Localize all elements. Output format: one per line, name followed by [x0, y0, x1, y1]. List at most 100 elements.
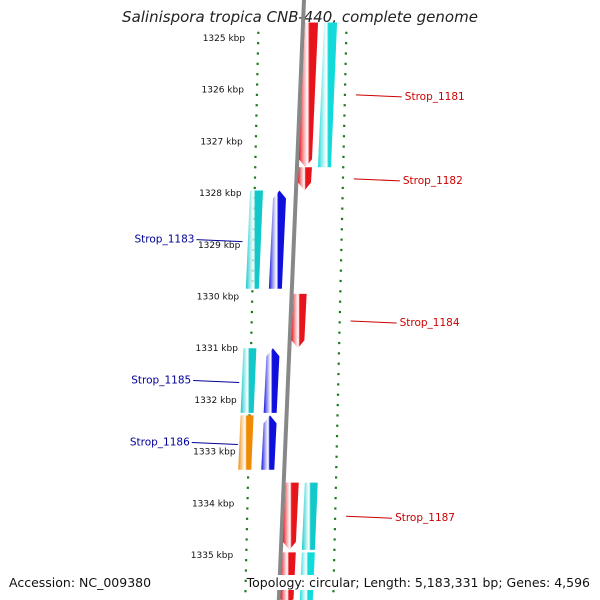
gene-leader-line: [346, 515, 393, 519]
minor-tick: [333, 528, 336, 531]
gene-track: [261, 22, 319, 600]
minor-tick: [336, 424, 339, 427]
minor-tick: [244, 569, 248, 572]
minor-tick: [255, 104, 258, 107]
minor-tick: [339, 290, 342, 293]
minor-tick: [335, 455, 338, 458]
minor-tick: [256, 52, 259, 55]
minor-tick: [246, 497, 249, 500]
minor-tick: [333, 559, 336, 562]
cds-feature: [238, 415, 254, 470]
tick-label: 1331 kbp: [196, 344, 239, 354]
minor-tick: [344, 62, 347, 65]
cds-feature: [301, 482, 318, 550]
minor-tick: [338, 321, 341, 324]
minor-tick: [341, 176, 345, 179]
gene-label-layer: Strop_1181 Strop_1182 Strop_1183 Strop_1184…: [130, 91, 465, 524]
gene-label[interactable]: Strop_1185: [131, 375, 191, 387]
minor-tick: [336, 403, 339, 407]
minor-tick: [333, 548, 336, 551]
minor-tick: [337, 372, 340, 376]
gene-feature[interactable]: [268, 190, 286, 289]
genome-backbone: [276, 0, 307, 600]
tick-label: 1329 kbp: [198, 241, 241, 251]
gene-label[interactable]: Strop_1183: [135, 234, 195, 246]
minor-tick: [333, 538, 336, 541]
minor-tick: [339, 259, 343, 262]
gene-label[interactable]: Strop_1184: [400, 317, 460, 329]
minor-tick: [245, 538, 248, 541]
minor-tick: [250, 310, 253, 314]
inner-tick-ring: [244, 31, 260, 593]
tick-label-layer: 1325 kbp 1326 kbp 1327 kbp 1328 kbp 1329 kbp…: [191, 34, 246, 561]
minor-tick: [253, 176, 257, 179]
gene-label[interactable]: Strop_1186: [130, 437, 190, 449]
minor-tick: [338, 310, 341, 314]
minor-tick: [345, 31, 348, 34]
gene-label[interactable]: Strop_1181: [405, 91, 465, 103]
minor-tick: [341, 197, 344, 200]
minor-tick: [244, 590, 247, 593]
minor-tick: [343, 114, 346, 117]
minor-tick: [343, 104, 346, 107]
minor-tick: [335, 466, 338, 469]
minor-tick: [334, 476, 338, 479]
minor-tick: [334, 517, 337, 520]
minor-tick: [254, 145, 257, 148]
minor-tick: [339, 300, 342, 303]
minor-tick: [337, 362, 340, 365]
minor-tick: [256, 62, 259, 65]
tick-label: 1335 kbp: [191, 551, 234, 561]
cds-feature: [317, 22, 338, 168]
minor-tick: [245, 548, 248, 551]
minor-tick: [250, 331, 253, 334]
minor-tick: [253, 186, 256, 190]
minor-tick: [334, 497, 337, 500]
gene-feature[interactable]: [297, 167, 312, 191]
minor-tick: [340, 217, 344, 221]
gene-label[interactable]: Strop_1182: [403, 175, 463, 187]
minor-tick: [254, 155, 257, 159]
minor-tick: [342, 155, 345, 159]
minor-tick: [343, 124, 346, 127]
minor-tick: [340, 228, 343, 231]
minor-tick: [337, 383, 340, 386]
gene-feature[interactable]: [261, 415, 277, 470]
gene-feature[interactable]: [282, 482, 299, 550]
tick-label: 1327 kbp: [200, 137, 243, 147]
gene-leader-line: [193, 380, 240, 384]
minor-tick: [335, 434, 339, 438]
minor-tick: [342, 135, 346, 138]
minor-tick: [340, 248, 343, 252]
gene-label[interactable]: Strop_1187: [395, 512, 455, 524]
minor-tick: [332, 590, 335, 593]
minor-tick: [337, 352, 341, 355]
minor-tick: [245, 559, 248, 562]
minor-tick: [245, 528, 248, 531]
tick-label: 1332 kbp: [194, 396, 237, 406]
minor-tick: [255, 93, 259, 96]
minor-tick: [340, 238, 343, 241]
minor-tick: [246, 486, 249, 489]
accession-text: Accession: NC_009380: [9, 575, 152, 590]
minor-tick: [257, 42, 260, 45]
minor-tick: [344, 52, 347, 55]
tick-label: 1325 kbp: [203, 34, 246, 44]
minor-tick: [345, 42, 348, 45]
gene-leader-line: [191, 442, 238, 446]
minor-tick: [341, 186, 344, 190]
minor-tick: [254, 166, 257, 169]
gene-feature[interactable]: [298, 22, 319, 168]
gene-leader-line: [355, 94, 402, 98]
minor-tick: [251, 300, 254, 303]
gene-feature[interactable]: [291, 293, 307, 349]
minor-tick: [336, 414, 339, 417]
minor-tick: [246, 517, 249, 520]
gene-feature[interactable]: [263, 348, 280, 413]
gene-leader-line: [353, 178, 400, 182]
minor-tick: [344, 73, 347, 76]
minor-tick: [244, 579, 247, 582]
minor-tick: [344, 83, 347, 86]
cds-feature-track: [238, 22, 338, 600]
